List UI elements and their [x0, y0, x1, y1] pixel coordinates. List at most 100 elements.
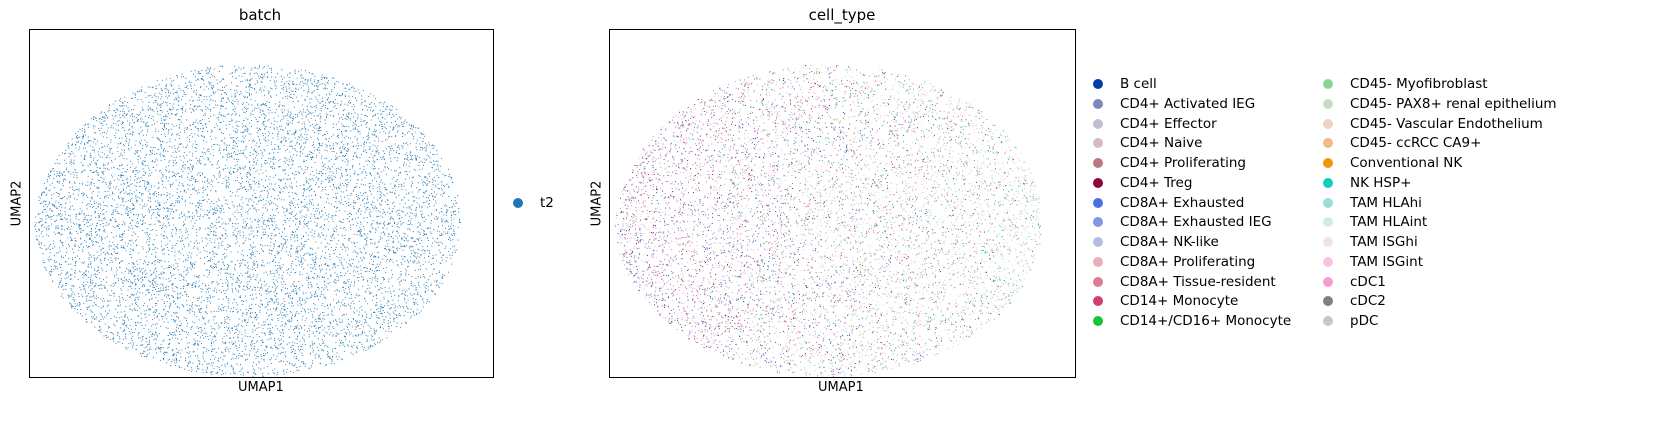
scatter-point: [411, 238, 413, 240]
scatter-point: [84, 224, 86, 226]
scatter-point: [63, 289, 65, 291]
scatter-point: [81, 130, 83, 132]
scatter-point: [379, 203, 381, 205]
scatter-point: [138, 222, 140, 224]
scatter-point: [190, 367, 193, 369]
scatter-point: [385, 266, 387, 269]
scatter-point: [321, 97, 324, 99]
scatter-point: [299, 212, 301, 214]
scatter-point: [65, 285, 67, 287]
scatter-point: [341, 152, 343, 154]
scatter-point: [85, 283, 87, 285]
scatter-point: [59, 210, 61, 212]
scatter-point: [268, 301, 270, 303]
scatter-point: [94, 273, 97, 275]
scatter-point: [324, 212, 327, 214]
scatter-point: [289, 178, 291, 180]
scatter-point: [223, 263, 225, 265]
scatter-point: [160, 145, 162, 147]
scatter-point: [207, 321, 209, 323]
scatter-point: [232, 192, 234, 194]
scatter-point: [432, 153, 434, 156]
scatter-point: [219, 152, 221, 154]
scatter-point: [176, 188, 178, 190]
scatter-point: [188, 184, 190, 187]
scatter-point: [239, 211, 241, 214]
scatter-point: [275, 298, 277, 300]
scatter-point: [331, 239, 333, 241]
scatter-point: [289, 294, 291, 296]
scatter-point: [388, 308, 390, 310]
scatter-point: [254, 369, 256, 371]
scatter-point: [154, 93, 156, 95]
scatter-point: [59, 163, 61, 165]
scatter-point: [321, 77, 323, 79]
scatter-point: [148, 339, 151, 341]
scatter-point: [240, 199, 242, 201]
scatter-point: [93, 240, 95, 242]
scatter-point: [41, 247, 43, 250]
scatter-point: [415, 252, 417, 254]
scatter-point: [189, 255, 192, 257]
scatter-point: [268, 292, 270, 294]
scatter-point: [157, 200, 159, 202]
scatter-point: [314, 75, 316, 77]
scatter-point: [388, 252, 390, 254]
scatter-point: [143, 160, 146, 162]
scatter-point: [102, 201, 104, 203]
scatter-point: [66, 198, 68, 200]
scatter-point: [265, 125, 267, 127]
scatter-point: [114, 315, 116, 317]
scatter-point: [241, 355, 243, 358]
scatter-point: [158, 192, 160, 194]
scatter-point: [162, 285, 164, 287]
scatter-point: [110, 220, 112, 222]
scatter-point: [311, 314, 314, 316]
scatter-point: [154, 94, 156, 97]
scatter-point: [439, 170, 441, 172]
scatter-point: [309, 199, 311, 201]
scatter-point: [136, 260, 138, 262]
scatter-point: [361, 330, 364, 332]
scatter-point: [387, 211, 389, 213]
scatter-point: [315, 292, 317, 295]
scatter-point: [401, 188, 403, 190]
scatter-point: [319, 327, 321, 329]
scatter-point: [303, 244, 305, 246]
scatter-point: [153, 272, 155, 274]
scatter-point: [307, 264, 309, 266]
scatter-point: [381, 292, 383, 294]
scatter-point: [112, 236, 115, 238]
scatter-point: [135, 150, 137, 152]
scatter-point: [315, 290, 317, 292]
scatter-point: [48, 190, 50, 192]
scatter-point: [439, 262, 441, 264]
scatter-point: [384, 183, 386, 185]
scatter-point: [162, 283, 164, 285]
scatter-point: [422, 299, 424, 301]
scatter-point: [311, 98, 313, 100]
scatter-point: [425, 150, 427, 152]
scatter-point: [60, 228, 62, 230]
scatter-point: [101, 177, 103, 179]
scatter-point: [387, 320, 389, 322]
scatter-point: [153, 314, 155, 316]
scatter-point: [375, 330, 377, 333]
scatter-point: [364, 149, 367, 151]
scatter-point: [191, 304, 193, 306]
scatter-point: [225, 282, 227, 284]
scatter-point: [252, 365, 254, 367]
scatter-point: [123, 149, 125, 151]
scatter-point: [457, 226, 459, 228]
scatter-point: [58, 194, 60, 196]
scatter-point: [209, 296, 211, 298]
scatter-point: [279, 148, 281, 150]
scatter-point: [55, 268, 57, 270]
scatter-point: [100, 127, 102, 129]
scatter-point: [415, 289, 417, 291]
scatter-point: [334, 83, 336, 86]
scatter-point: [60, 204, 63, 206]
scatter-point: [74, 256, 77, 259]
scatter-point: [81, 141, 83, 143]
scatter-point: [319, 172, 321, 175]
